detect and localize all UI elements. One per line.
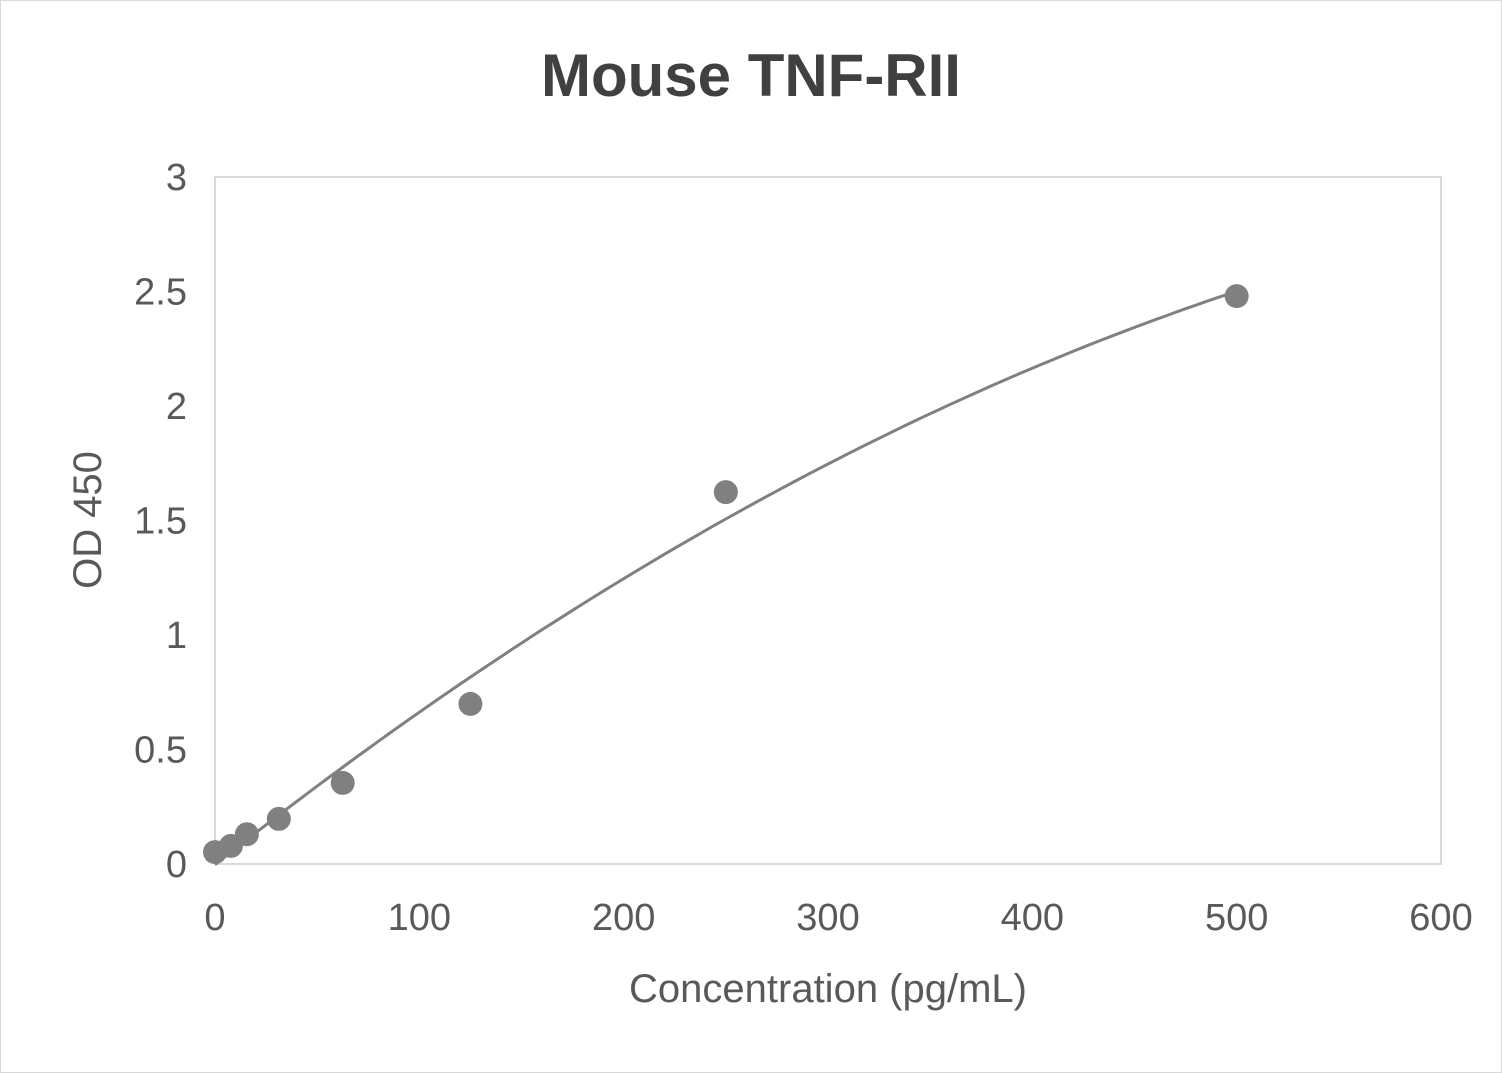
y-tick-label: 2.5	[134, 272, 187, 314]
x-tick-label: 300	[796, 897, 859, 939]
trendline	[214, 289, 1238, 866]
data-point	[1224, 284, 1249, 309]
y-tick-label: 2	[166, 386, 187, 428]
data-point	[234, 822, 259, 847]
y-tick-label: 0.5	[134, 730, 187, 772]
data-point	[330, 770, 355, 795]
data-point	[713, 480, 738, 505]
x-tick-label: 600	[1409, 897, 1472, 939]
x-tick-label: 400	[1001, 897, 1064, 939]
y-tick-label: 1.5	[134, 501, 187, 543]
y-axis-label: OD 450	[66, 451, 110, 589]
x-tick-label: 0	[204, 897, 225, 939]
x-tick-label: 100	[388, 897, 451, 939]
data-point	[458, 691, 483, 716]
x-tick-label: 200	[592, 897, 655, 939]
y-tick-label: 3	[166, 157, 187, 199]
x-tick-label: 500	[1205, 897, 1268, 939]
data-point	[266, 806, 291, 831]
chart-title: Mouse TNF-RII	[541, 42, 961, 109]
y-tick-label: 1	[166, 615, 187, 657]
x-axis-label: Concentration (pg/mL)	[629, 967, 1027, 1011]
plot-area	[214, 176, 1442, 865]
y-tick-label: 0	[166, 844, 187, 886]
